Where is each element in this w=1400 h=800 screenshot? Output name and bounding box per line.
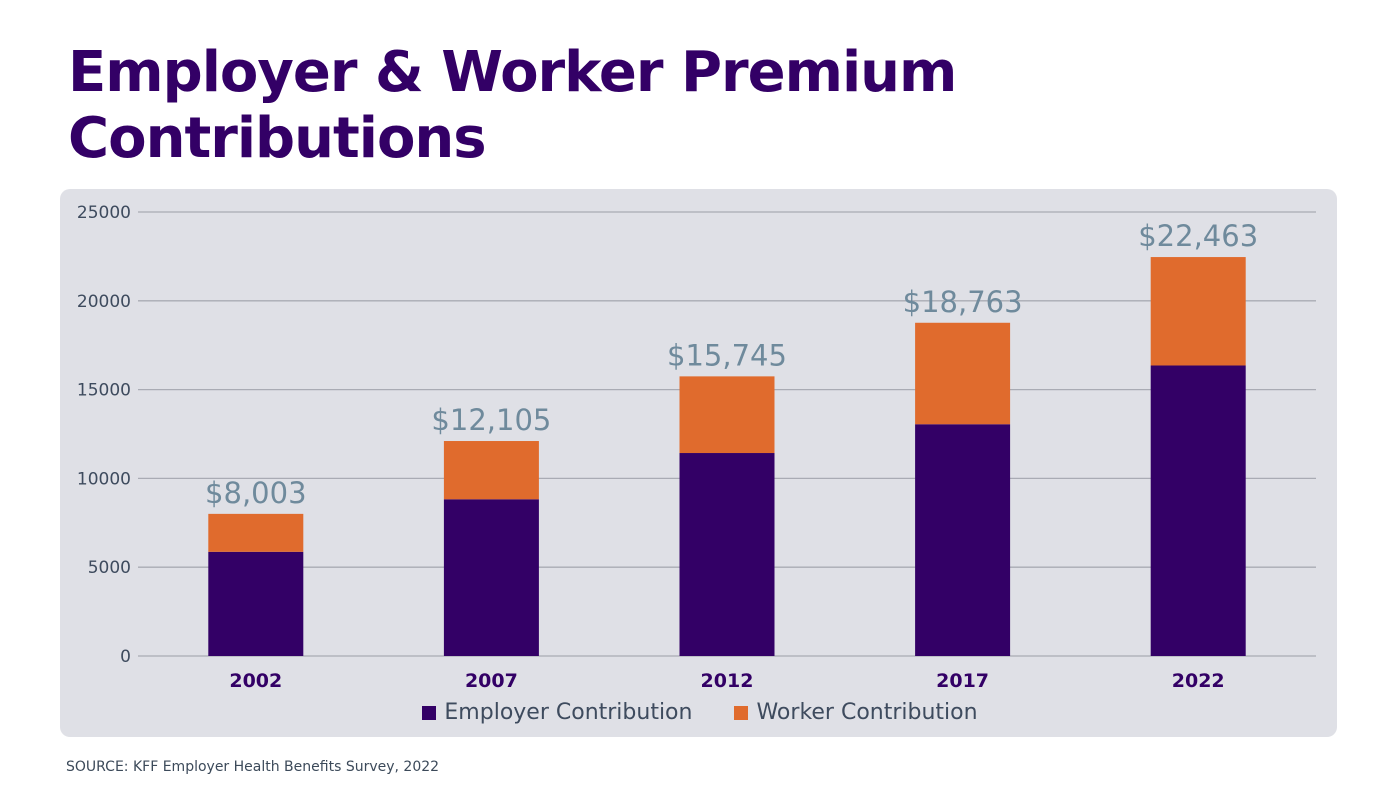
y-tick-label: 5000	[88, 558, 131, 578]
x-tick-label: 2012	[701, 670, 754, 692]
chart-title: Employer & Worker Premium Contributions	[68, 40, 957, 171]
legend-swatch-worker	[734, 705, 749, 720]
y-tick-label: 15000	[77, 381, 131, 401]
y-tick-label: 25000	[77, 203, 131, 223]
bar-segment-worker-contribution	[208, 513, 304, 552]
y-tick-label: 20000	[77, 292, 131, 312]
bar-segment-employer-contribution	[1150, 365, 1246, 656]
y-tick-label: 10000	[77, 469, 131, 489]
x-tick-label: 2017	[936, 670, 989, 692]
total-label: $22,463	[1138, 219, 1258, 253]
bar-segment-employer-contribution	[208, 551, 304, 656]
x-tick-label: 2007	[465, 670, 518, 692]
bar-segment-worker-contribution	[679, 376, 775, 454]
y-tick-label: 0	[120, 647, 131, 667]
total-label: $15,745	[667, 338, 787, 372]
bar-segment-employer-contribution	[915, 424, 1011, 656]
x-tick-label: 2002	[229, 670, 282, 692]
bar-segment-employer-contribution	[679, 453, 775, 656]
legend-label-employer: Employer Contribution	[444, 700, 693, 725]
total-label: $12,105	[431, 403, 551, 437]
legend-item-worker: Worker Contribution	[734, 700, 978, 725]
legend-label-worker: Worker Contribution	[756, 700, 978, 725]
x-tick-label: 2022	[1172, 670, 1225, 692]
total-label: $8,003	[205, 476, 306, 510]
total-label: $18,763	[903, 285, 1023, 319]
bar-segment-employer-contribution	[443, 499, 539, 656]
bar-segment-worker-contribution	[443, 441, 539, 500]
source-note: SOURCE: KFF Employer Health Benefits Sur…	[66, 759, 440, 775]
bar-segment-worker-contribution	[915, 322, 1011, 425]
legend: Employer Contribution Worker Contributio…	[0, 700, 1400, 725]
bar-segment-worker-contribution	[1150, 257, 1246, 366]
legend-item-employer: Employer Contribution	[422, 700, 692, 725]
legend-swatch-employer	[422, 705, 437, 720]
